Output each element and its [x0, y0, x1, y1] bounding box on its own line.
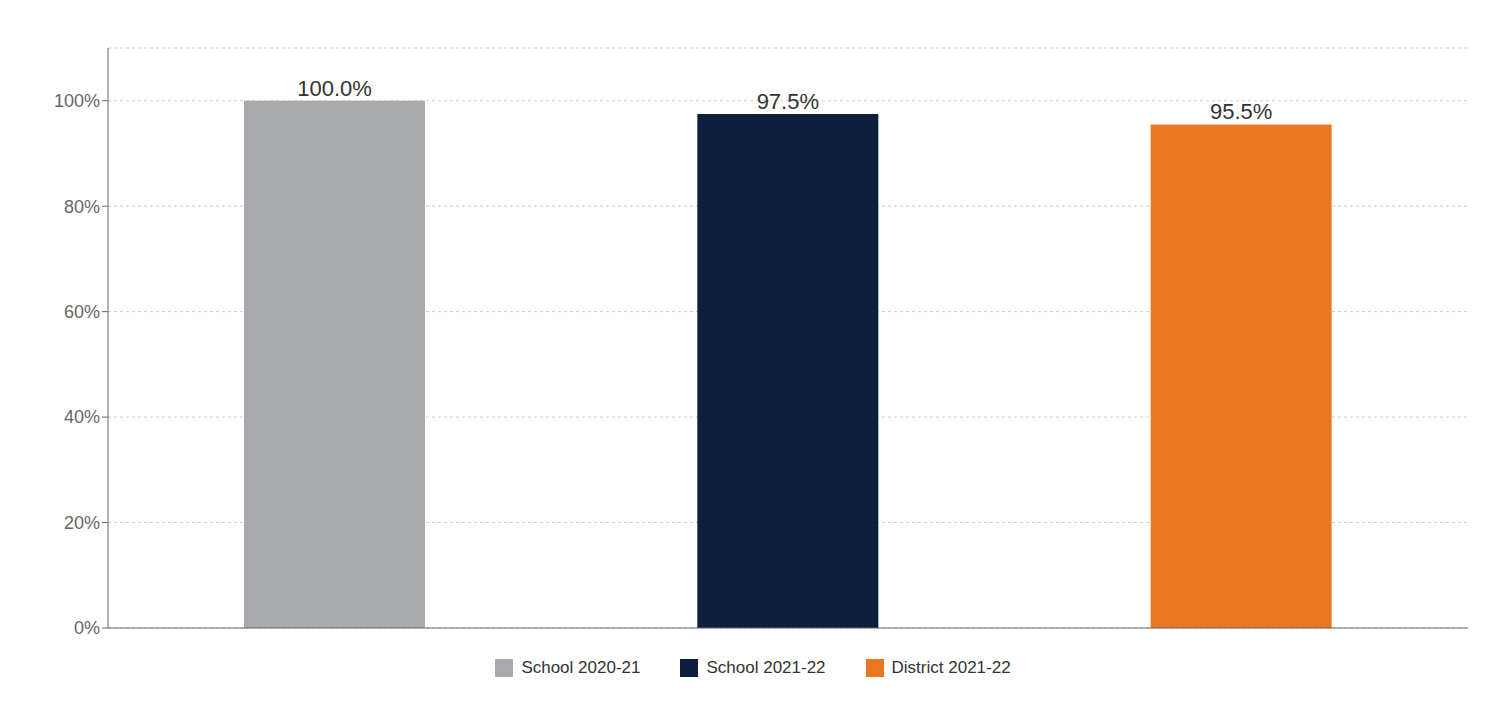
html-text:School 2021-22: School 2021-22 — [706, 658, 826, 677]
svg-text:100.0%: 100.0% — [297, 76, 372, 101]
svg-text:40%: 40% — [64, 407, 100, 427]
svg-text:95.5%: 95.5% — [1210, 99, 1272, 124]
svg-text:100%: 100% — [54, 91, 100, 111]
svg-text:0%: 0% — [74, 618, 100, 638]
html-text:District 2021-22: District 2021-22 — [891, 658, 1011, 677]
svg-text:97.5%: 97.5% — [757, 89, 819, 114]
svg-text:60%: 60% — [64, 302, 100, 322]
svg-text:20%: 20% — [64, 513, 100, 533]
svg-text:80%: 80% — [64, 197, 100, 217]
html-text:School 2020-21: School 2020-21 — [521, 658, 641, 677]
